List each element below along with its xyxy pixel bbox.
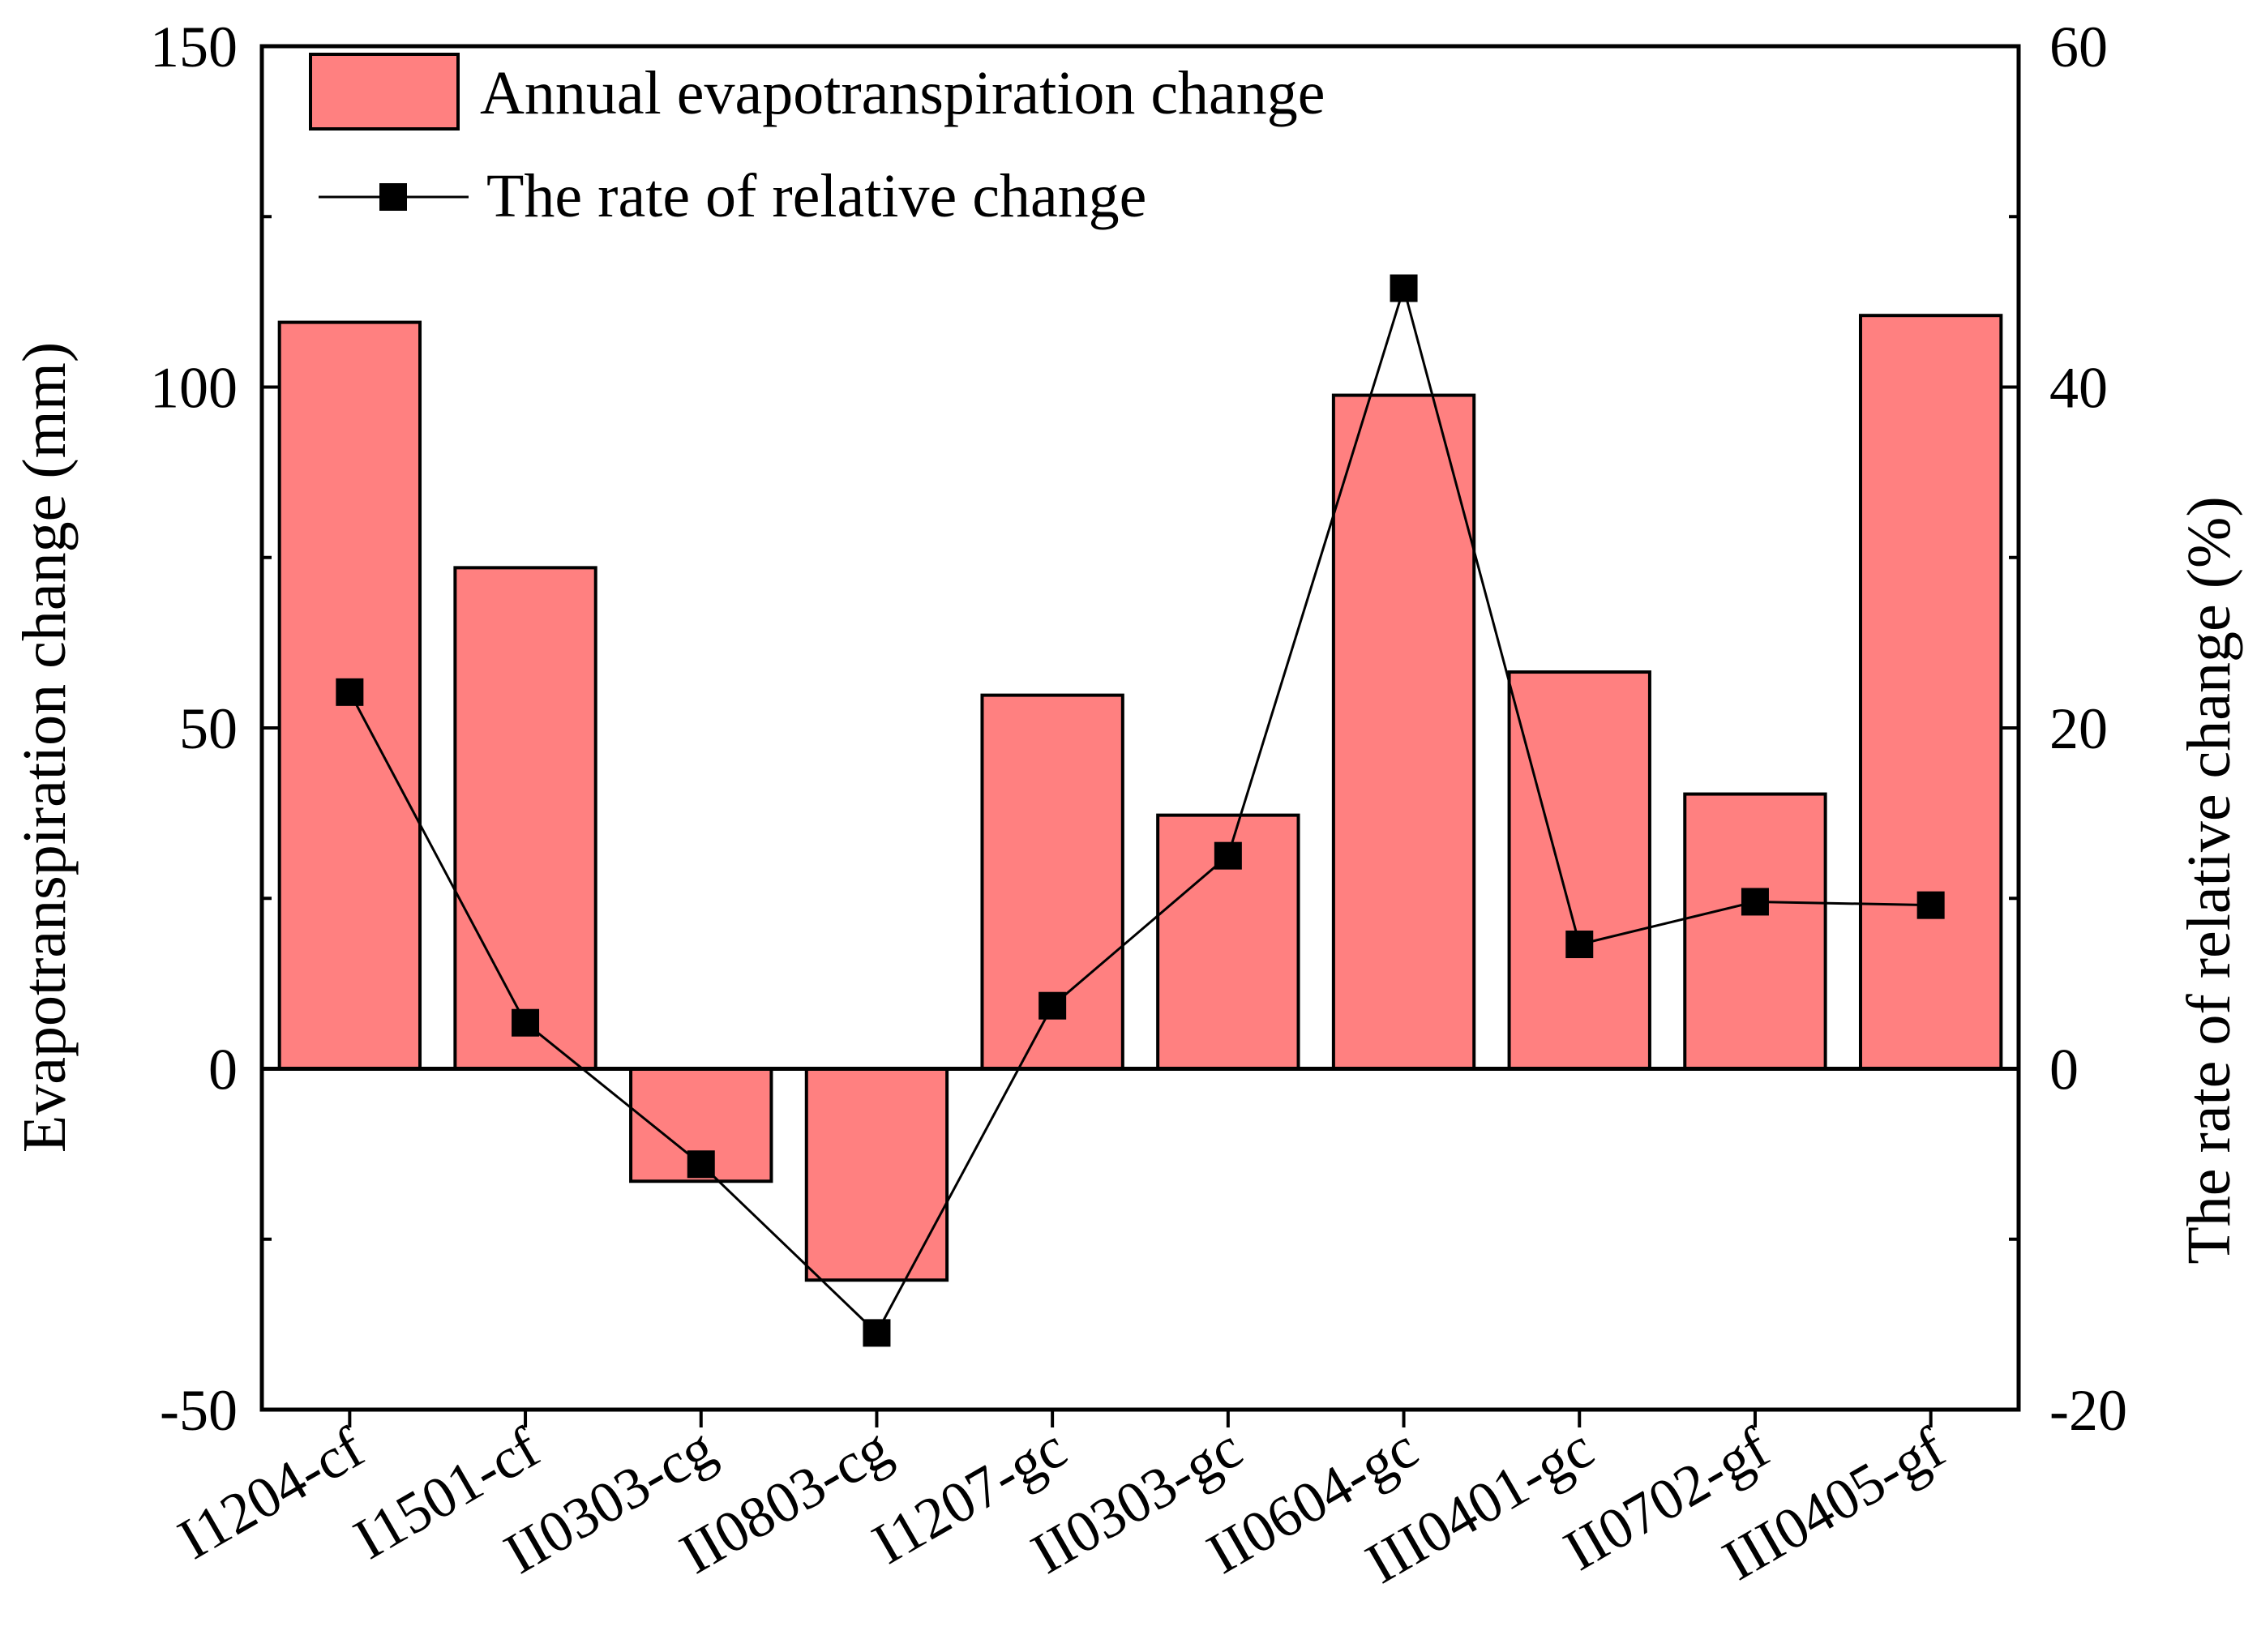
marker-II0604-gc xyxy=(1390,274,1418,302)
right-tick-label: 40 xyxy=(2049,356,2108,421)
right-axis: -20 0 20 40 60 xyxy=(2001,15,2127,1443)
marker-II0803-cg xyxy=(863,1319,891,1347)
marker-I1501-cf xyxy=(512,1008,540,1037)
line-series-layer xyxy=(336,274,1945,1347)
marker-I1207-gc xyxy=(1038,991,1067,1020)
marker-II0303-gc xyxy=(1214,841,1242,870)
right-tick-label: 0 xyxy=(2049,1038,2079,1102)
bar-III0405-gf xyxy=(1858,314,2003,1071)
left-axis-title: Evapotranspiration change (mm) xyxy=(11,342,79,1153)
right-tick-label: 60 xyxy=(2049,15,2108,79)
legend-bar-swatch xyxy=(309,53,460,131)
left-tick-label: 150 xyxy=(150,15,238,79)
right-tick-label: -20 xyxy=(2049,1378,2127,1443)
bar-I1501-cf xyxy=(453,566,597,1071)
legend-bar-label: Annual evapotranspiration change xyxy=(480,59,1325,127)
marker-II0303-cg xyxy=(687,1150,715,1179)
right-axis-title: The rate of relative change (%) xyxy=(2175,496,2243,1264)
legend-line-label: The rate of relative change xyxy=(486,162,1146,230)
marker-III0405-gf xyxy=(1916,891,1945,919)
left-tick-label: -50 xyxy=(160,1378,238,1443)
left-tick-label: 50 xyxy=(179,696,238,761)
bar-III0401-gc xyxy=(1507,670,1651,1071)
bar-II0803-cg xyxy=(804,1067,949,1282)
marker-III0401-gc xyxy=(1565,931,1594,959)
marker-I1204-cf xyxy=(336,678,364,706)
left-tick-label: 0 xyxy=(208,1038,238,1102)
marker-II0702-gf xyxy=(1741,888,1769,916)
bars-layer xyxy=(277,314,2003,1282)
legend-line-marker xyxy=(379,183,407,211)
left-tick-label: 100 xyxy=(150,356,238,421)
left-axis: -50 0 50 100 150 xyxy=(150,15,280,1443)
right-tick-label: 20 xyxy=(2049,696,2108,761)
bar-II0604-gc xyxy=(1331,393,1476,1071)
relative-change-line xyxy=(349,284,1931,1335)
legend: Annual evapotranspiration change The rat… xyxy=(309,53,1325,230)
bar-II0702-gf xyxy=(1683,792,1827,1071)
